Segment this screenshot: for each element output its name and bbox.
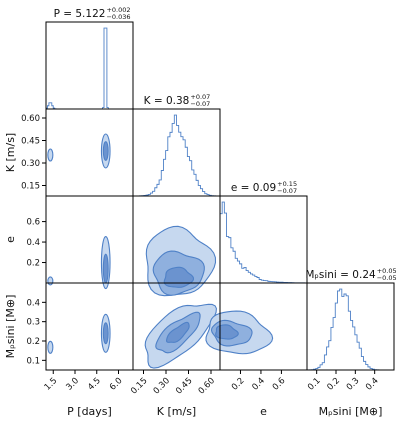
param-title-K: K = 0.38 +0.07−0.07 xyxy=(144,93,211,108)
title-upper-error: +0.002 xyxy=(106,6,130,14)
panel-P-K xyxy=(45,108,134,197)
y-tick-label: 0.4 xyxy=(26,238,40,248)
y-tick-label: 0.6 xyxy=(26,218,40,228)
panel-e-e xyxy=(219,195,308,284)
y-tick-label: 0.30 xyxy=(21,159,40,169)
contour-K-e xyxy=(145,225,217,297)
contour-K-M xyxy=(144,303,217,369)
title-main: Mₚsini = 0.24 xyxy=(305,269,376,281)
contour-secondary xyxy=(47,340,54,354)
contour-P-M xyxy=(47,313,111,354)
title-lower-error: −0.07 xyxy=(277,187,297,195)
panel-P-P xyxy=(45,21,134,110)
x-tick-label: 6.0 xyxy=(108,376,125,393)
x-tick-label: 0.15 xyxy=(129,376,149,396)
x-tick-label: 0.6 xyxy=(271,376,288,393)
x-tick-label: 0.30 xyxy=(152,376,172,396)
contour-P-K xyxy=(47,133,111,169)
contour-inner xyxy=(102,141,109,161)
y-tick-label: 0.1 xyxy=(26,356,40,366)
y-tick-label: 0.60 xyxy=(21,114,40,124)
histogram-steps-P xyxy=(45,27,133,110)
x-axis-label-P: P [days] xyxy=(67,405,112,418)
x-tick-label: 0.4 xyxy=(364,376,381,393)
title-main: K = 0.38 xyxy=(144,95,190,107)
contour-P-e xyxy=(47,235,111,290)
histogram-e xyxy=(219,201,308,284)
histogram-steps-K xyxy=(132,114,221,197)
y-axis-label-M: Mₚsini [M⊕] xyxy=(4,295,17,359)
contour-secondary xyxy=(47,276,54,286)
histogram-K xyxy=(132,114,221,197)
title-lower-error: −0.07 xyxy=(190,100,210,108)
x-axis-label-K: K [m/s] xyxy=(157,405,196,418)
x-tick-label: 4.5 xyxy=(86,376,103,393)
y-tick-label: 0.4 xyxy=(26,298,40,308)
title-upper-error: +0.15 xyxy=(277,180,297,188)
x-tick-label: 0.60 xyxy=(197,376,217,396)
x-tick-label: 0.45 xyxy=(174,376,194,396)
histogram-steps-M xyxy=(306,288,394,371)
param-title-P: P = 5.122 +0.002−0.036 xyxy=(54,6,131,21)
param-title-M: Mₚsini = 0.24 +0.05−0.05 xyxy=(305,267,396,282)
y-axis-label-K: K [m/s] xyxy=(4,133,17,172)
title-upper-error: +0.07 xyxy=(190,93,210,101)
y-tick-label: 0.45 xyxy=(21,137,40,147)
histogram-steps-e xyxy=(219,201,308,284)
y-tick-label: 0.2 xyxy=(26,259,40,269)
panel-P-M xyxy=(45,282,134,371)
title-lower-error: −0.036 xyxy=(106,13,130,21)
y-tick-label: 0.2 xyxy=(26,337,40,347)
x-tick-label: 1.5 xyxy=(43,376,60,393)
x-axis-label-e: e xyxy=(260,405,267,418)
y-tick-label: 0.3 xyxy=(26,318,40,328)
contour-secondary xyxy=(47,148,54,162)
histogram-P xyxy=(45,27,133,110)
x-tick-label: 0.2 xyxy=(230,376,247,393)
contour-e-M xyxy=(205,310,274,355)
contour-inner xyxy=(163,266,195,288)
contour-inner xyxy=(166,321,190,343)
contour-inner xyxy=(102,253,109,284)
param-title-e: e = 0.09 +0.15−0.07 xyxy=(231,180,297,195)
panel-M-M xyxy=(306,282,395,371)
histogram-M xyxy=(306,288,394,371)
x-tick-label: 3.0 xyxy=(64,376,81,393)
panel-P-e xyxy=(45,195,134,284)
title-lower-error: −0.05 xyxy=(377,274,397,282)
x-tick-label: 0.2 xyxy=(325,376,342,393)
x-tick-label: 0.3 xyxy=(345,376,362,393)
contour-inner xyxy=(215,324,239,340)
x-tick-label: 0.4 xyxy=(250,376,267,393)
y-tick-label: 0.15 xyxy=(21,182,40,192)
title-upper-error: +0.05 xyxy=(377,267,397,275)
x-tick-label: 0.1 xyxy=(306,376,323,393)
y-axis-label-e: e xyxy=(4,236,17,243)
contour-inner xyxy=(102,322,109,345)
x-axis-label-M: Mₚsini [M⊕] xyxy=(319,405,383,418)
title-main: e = 0.09 xyxy=(231,182,276,194)
title-main: P = 5.122 xyxy=(54,8,106,20)
